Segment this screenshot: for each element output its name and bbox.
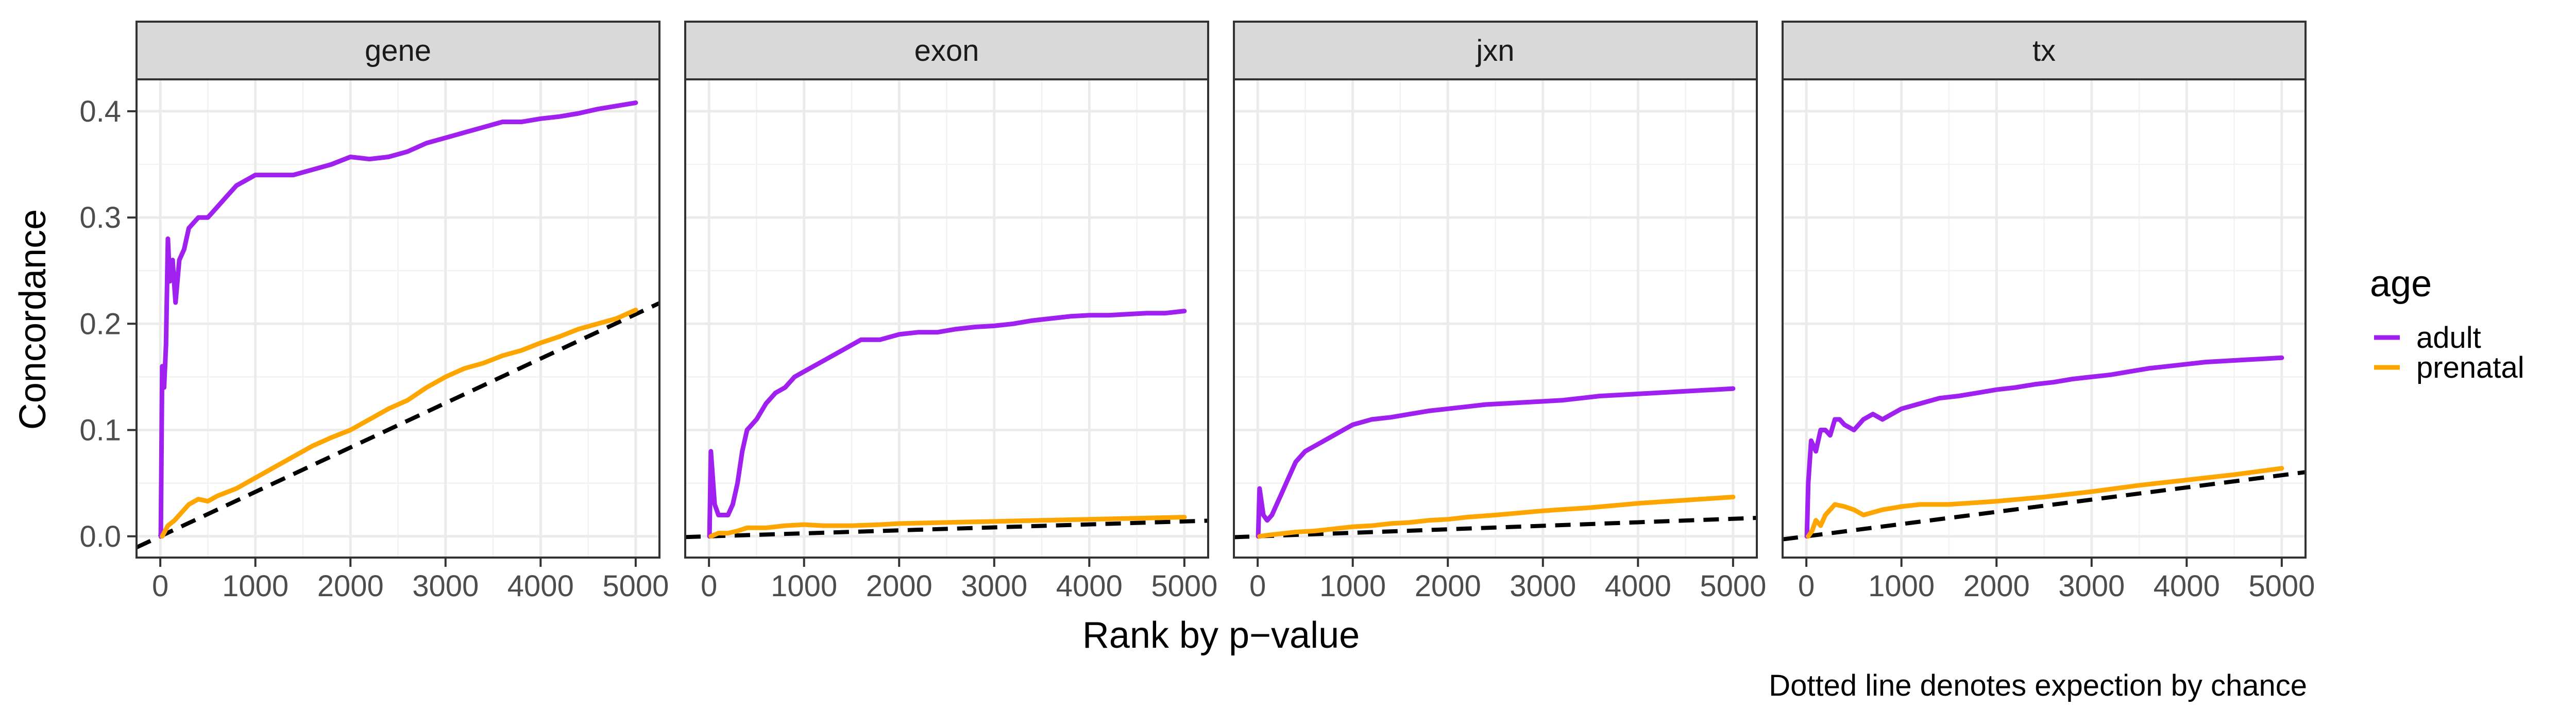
panel-data xyxy=(137,100,659,549)
series-line-adult xyxy=(1256,386,1736,539)
x-tick-label: 0 xyxy=(1249,569,1266,603)
facet-panel-tx: tx 0 1000 2000 3000 4000 5000 xyxy=(1782,21,2315,603)
panel-data xyxy=(685,309,1208,540)
x-tick-label: 2000 xyxy=(1415,569,1481,603)
chance-line xyxy=(1234,516,1757,540)
x-tick-label: 5000 xyxy=(602,569,669,603)
x-tick-label: 3000 xyxy=(961,569,1027,603)
series-line-adult xyxy=(158,100,638,539)
panel-border xyxy=(684,78,1209,559)
chart-caption: Dotted line denotes expection by chance xyxy=(1769,669,2307,702)
series-line-prenatal xyxy=(1806,466,2284,539)
x-tick-label: 3000 xyxy=(412,569,479,603)
legend-entry-adult: adult xyxy=(2374,321,2481,355)
chance-line xyxy=(685,518,1208,540)
facet-strip-label: tx xyxy=(2032,34,2056,68)
facet-strip-label: jxn xyxy=(1475,34,1514,68)
y-tick-label: 0.2 xyxy=(79,307,121,341)
x-tick-label: 3000 xyxy=(1510,569,1576,603)
panel-data xyxy=(1783,355,2306,542)
x-tick-label: 1000 xyxy=(771,569,837,603)
facet-panel-gene: gene 0 1000 2000 3000 4000 5000 0.0 0.1 0.2 0.3 0.4 xyxy=(79,21,669,603)
facet-strip-label: gene xyxy=(365,34,431,68)
series-line-adult xyxy=(707,309,1187,539)
y-tick-label: 0.3 xyxy=(79,201,121,234)
x-tick-label: 0 xyxy=(701,569,717,603)
facet-panel-jxn: jxn 0 1000 2000 3000 4000 5000 xyxy=(1233,21,1766,603)
x-tick-label: 2000 xyxy=(866,569,933,603)
facet-panel-exon: exon 0 1000 2000 3000 4000 5000 xyxy=(684,21,1217,603)
legend-label: prenatal xyxy=(2416,351,2524,384)
x-tick-label: 4000 xyxy=(1605,569,1671,603)
chance-line xyxy=(1783,470,2306,542)
y-axis-label: Concordance xyxy=(12,209,54,430)
x-tick-label: 4000 xyxy=(1056,569,1123,603)
chance-line xyxy=(137,301,659,549)
facet-strip-label: exon xyxy=(914,34,979,68)
facet-strip xyxy=(135,21,660,80)
legend-entry-prenatal: prenatal xyxy=(2374,351,2524,384)
series-line-prenatal xyxy=(160,308,638,539)
panel-border xyxy=(1782,78,2307,559)
facet-strip xyxy=(684,21,1209,80)
x-tick-label: 3000 xyxy=(2058,569,2125,603)
facet-strip xyxy=(1782,21,2307,80)
x-tick-label: 5000 xyxy=(1151,569,1217,603)
legend-label: adult xyxy=(2416,321,2481,355)
legend-title: age xyxy=(2370,263,2432,305)
x-tick-label: 2000 xyxy=(1963,569,2030,603)
x-tick-label: 2000 xyxy=(317,569,384,603)
x-tick-label: 5000 xyxy=(2248,569,2315,603)
x-tick-label: 0 xyxy=(1798,569,1815,603)
facet-strip xyxy=(1233,21,1758,80)
y-tick-label: 0.1 xyxy=(79,414,121,447)
x-tick-label: 1000 xyxy=(1319,569,1386,603)
x-tick-label: 0 xyxy=(152,569,168,603)
x-tick-label: 5000 xyxy=(1700,569,1766,603)
series-line-prenatal xyxy=(1257,495,1736,539)
series-line-prenatal xyxy=(708,515,1187,539)
x-tick-label: 1000 xyxy=(222,569,289,603)
series-line-adult xyxy=(1804,355,2284,539)
x-tick-label: 4000 xyxy=(2154,569,2220,603)
panel-border xyxy=(135,78,660,559)
panel-border xyxy=(1233,78,1758,559)
facet-panels: gene 0 1000 2000 3000 4000 5000 0.0 0.1 0.2 0.3 0.4… xyxy=(79,21,2315,603)
x-tick-label: 1000 xyxy=(1868,569,1935,603)
x-tick-label: 4000 xyxy=(507,569,574,603)
x-axis-label: Rank by p−value xyxy=(1082,615,1360,656)
panel-data xyxy=(1234,386,1757,540)
y-tick-label: 0.0 xyxy=(79,520,121,553)
y-tick-label: 0.4 xyxy=(79,95,121,128)
